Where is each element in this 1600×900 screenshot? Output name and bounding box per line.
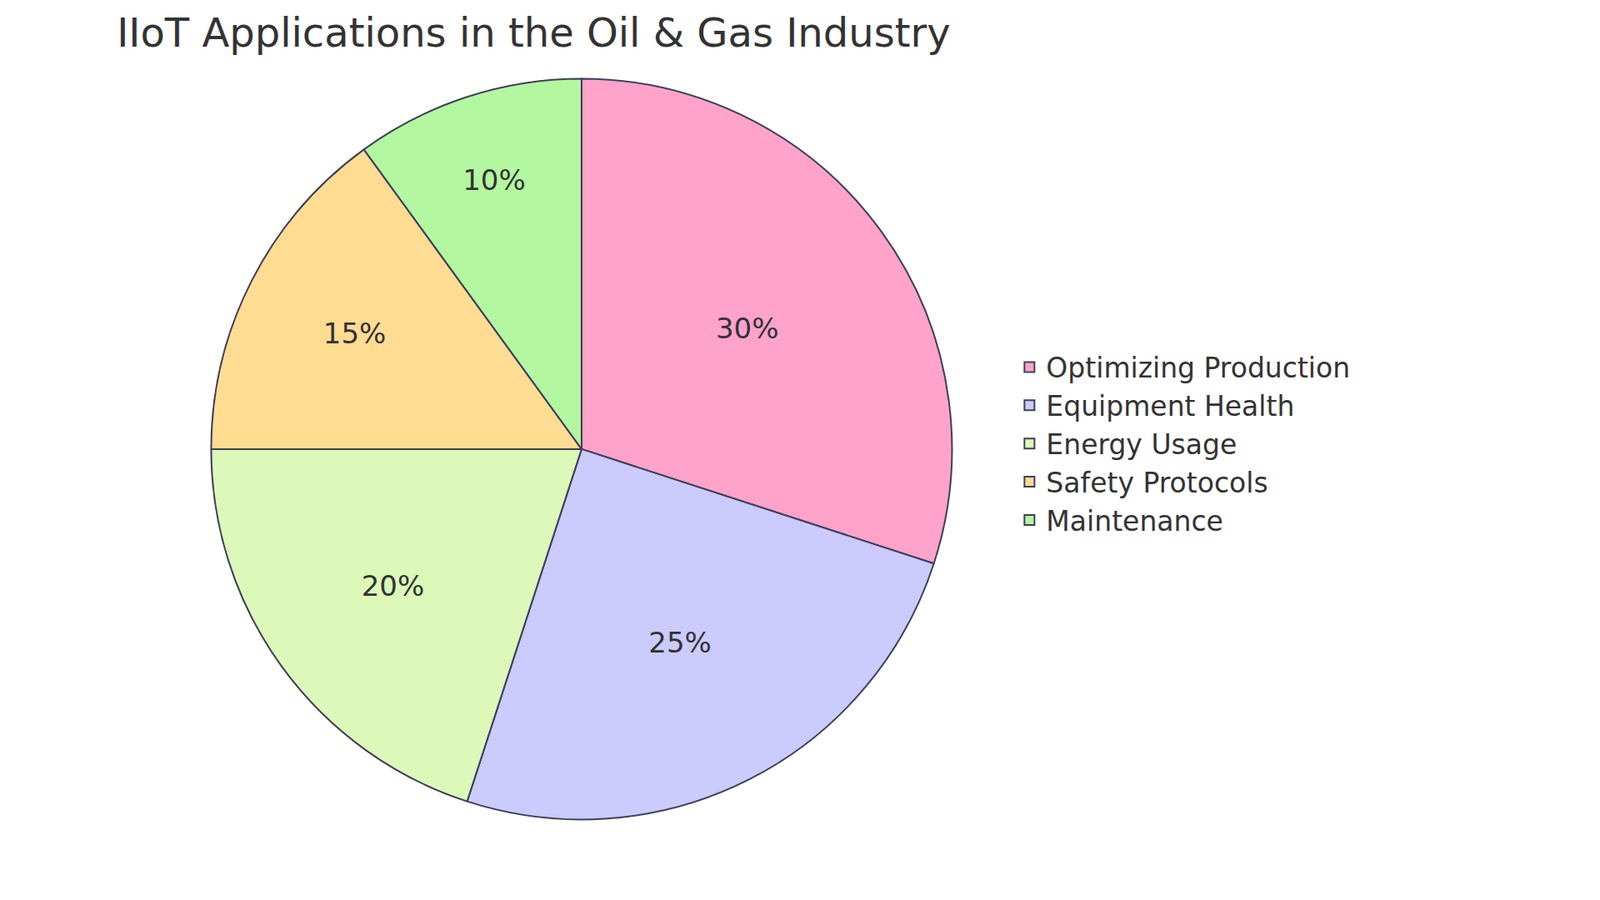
svg-text:IIoT Applications in the Oil &: IIoT Applications in the Oil & Gas Indus…: [116, 9, 950, 56]
svg-text:Equipment Health: Equipment Health: [1045, 390, 1295, 423]
svg-text:25%: 25%: [648, 625, 712, 660]
svg-text:20%: 20%: [361, 569, 425, 603]
svg-text:15%: 15%: [323, 316, 387, 350]
svg-text:Optimizing Production: Optimizing Production: [1045, 351, 1350, 385]
svg-text:Energy Usage: Energy Usage: [1045, 428, 1237, 461]
svg-text:30%: 30%: [715, 311, 780, 345]
svg-text:Safety Protocols: Safety Protocols: [1045, 466, 1268, 500]
svg-text:Maintenance: Maintenance: [1045, 505, 1224, 538]
svg-text:10%: 10%: [462, 163, 526, 197]
